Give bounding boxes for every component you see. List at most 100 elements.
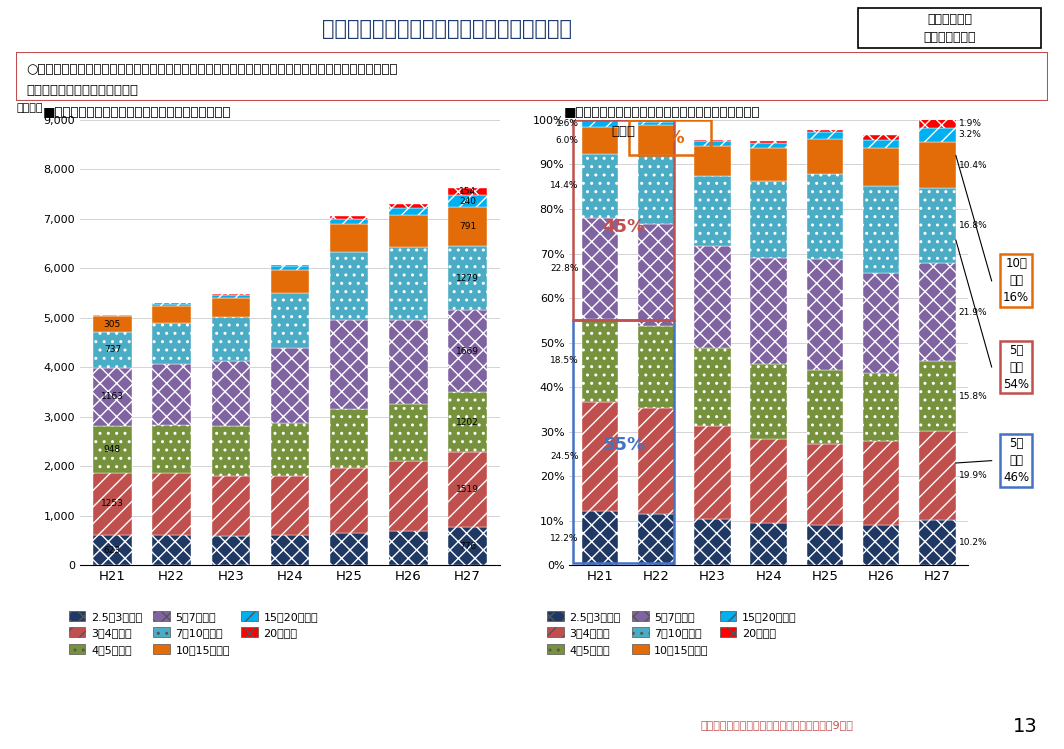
Legend: 2.5～3人未満, 3～4人未満, 4～5人未満, 5～7人未満, 7～10人未満, 10～15人未満, 15～20人未満, 20人以上: 2.5～3人未満, 3～4人未満, 4～5人未満, 5～7人未満, 7～10人未…: [64, 607, 322, 659]
Bar: [330, 252, 368, 321]
Bar: [919, 128, 955, 142]
Text: 24.5%: 24.5%: [550, 452, 579, 461]
Bar: [94, 368, 132, 425]
Bar: [638, 515, 675, 565]
Text: 8%: 8%: [655, 129, 686, 147]
Bar: [807, 525, 843, 565]
Text: 22.8%: 22.8%: [550, 264, 579, 273]
Bar: [330, 219, 368, 224]
Text: 737: 737: [103, 345, 121, 354]
Text: 21.9%: 21.9%: [959, 308, 987, 317]
Bar: [919, 431, 955, 520]
Text: 10人
以上
16%: 10人 以上 16%: [1003, 258, 1029, 304]
Bar: [270, 536, 310, 565]
Bar: [152, 364, 190, 425]
Bar: [389, 208, 428, 215]
Text: ○　訪問看護ステーションの従業員は、５人未満のステーションが約半数であるが、５人以上のステー: ○ 訪問看護ステーションの従業員は、５人未満のステーションが約半数であるが、５人…: [27, 63, 398, 76]
Bar: [389, 461, 428, 532]
Bar: [330, 409, 368, 468]
Bar: [863, 187, 899, 273]
Bar: [330, 321, 368, 409]
Bar: [152, 324, 190, 364]
Bar: [919, 361, 955, 431]
Bar: [448, 207, 486, 246]
Text: 出典：介護サービス施設・事業所調査（各年9月）: 出典：介護サービス施設・事業所調査（各年9月）: [700, 721, 853, 730]
Text: 3.2%: 3.2%: [959, 130, 982, 139]
Bar: [582, 402, 618, 511]
Bar: [212, 476, 250, 536]
Bar: [152, 536, 190, 565]
Text: ■　従業員規模別の訪問看護ステーション数（割合）: ■ 従業員規模別の訪問看護ステーション数（割合）: [564, 106, 761, 119]
Text: 15.8%: 15.8%: [959, 392, 987, 401]
Bar: [389, 246, 428, 320]
Bar: [330, 224, 368, 252]
Bar: [94, 535, 132, 565]
Bar: [94, 317, 132, 332]
Text: 154: 154: [459, 187, 476, 196]
Bar: [389, 215, 428, 246]
Bar: [448, 195, 486, 207]
Bar: [863, 136, 899, 140]
Bar: [807, 444, 843, 525]
Bar: [330, 216, 368, 219]
Bar: [863, 525, 899, 565]
Text: 1519: 1519: [456, 485, 479, 494]
Bar: [582, 115, 618, 120]
Bar: [638, 121, 675, 125]
Bar: [389, 320, 428, 404]
Text: 240: 240: [459, 197, 476, 206]
Bar: [389, 204, 428, 208]
Text: の推移: の推移: [612, 125, 636, 138]
Text: 19.9%: 19.9%: [959, 471, 987, 480]
Bar: [750, 439, 787, 523]
Bar: [638, 326, 675, 407]
Bar: [270, 270, 310, 293]
Text: 18.5%: 18.5%: [550, 357, 579, 366]
Bar: [270, 423, 310, 476]
Bar: [695, 348, 731, 426]
Bar: [695, 142, 731, 146]
Bar: [448, 246, 486, 309]
Bar: [807, 259, 843, 370]
Text: 16.8%: 16.8%: [959, 222, 987, 231]
Bar: [695, 140, 731, 142]
Text: 1163: 1163: [101, 392, 123, 401]
Bar: [750, 148, 787, 181]
Bar: [389, 404, 428, 461]
Bar: [448, 392, 486, 452]
Text: （ヶ所）: （ヶ所）: [17, 103, 44, 113]
Bar: [807, 370, 843, 444]
Text: 1279: 1279: [456, 273, 479, 282]
Bar: [750, 142, 787, 148]
Bar: [863, 374, 899, 441]
Bar: [582, 120, 618, 127]
Bar: [638, 125, 675, 154]
Bar: [212, 536, 250, 565]
Bar: [919, 142, 955, 189]
Text: ■　従業員規模別の訪問看護ステーション数の推移: ■ 従業員規模別の訪問看護ステーション数の推移: [43, 106, 231, 119]
Text: 1253: 1253: [101, 499, 123, 508]
Bar: [582, 511, 618, 565]
Bar: [750, 523, 787, 565]
Text: 5人
未満
46%: 5人 未満 46%: [1003, 437, 1029, 484]
Bar: [212, 362, 250, 426]
Bar: [94, 473, 132, 535]
Bar: [94, 425, 132, 473]
Bar: [863, 273, 899, 374]
Text: 1.9%: 1.9%: [959, 119, 982, 128]
Bar: [152, 425, 190, 473]
Bar: [919, 264, 955, 361]
Text: 776: 776: [459, 542, 477, 551]
Text: 55%: 55%: [602, 436, 645, 454]
Bar: [695, 246, 731, 348]
Bar: [638, 224, 675, 326]
Text: 12.2%: 12.2%: [550, 534, 579, 543]
Text: 1202: 1202: [456, 418, 479, 427]
Legend: 2.5～3人未満, 3～4人未満, 4～5人未満, 5～7人未満, 7～10人未満, 10～15人未満, 15～20人未満, 20人以上: 2.5～3人未満, 3～4人未満, 4～5人未満, 5～7人未満, 7～10人未…: [543, 607, 801, 659]
Text: 6.0%: 6.0%: [555, 136, 579, 145]
Bar: [448, 527, 486, 565]
Bar: [638, 407, 675, 515]
Text: 10.2%: 10.2%: [959, 539, 987, 548]
Text: 訪問看護ステーションの従業員規模別の推移: 訪問看護ステーションの従業員規模別の推移: [322, 19, 571, 39]
Bar: [270, 476, 310, 536]
